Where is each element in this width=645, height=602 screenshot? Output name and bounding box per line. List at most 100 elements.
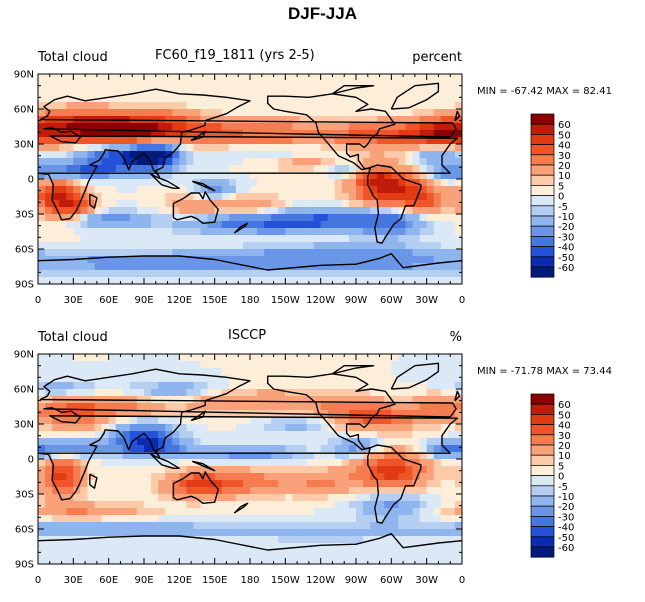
field-cell [158,522,166,530]
field-cell [52,438,60,446]
field-cell [299,396,307,404]
field-cell [66,382,74,390]
field-cell [306,179,314,187]
field-cell [101,123,110,131]
field-cell [221,235,230,243]
field-cell [391,417,399,425]
field-cell [299,235,307,243]
field-cell [179,410,187,418]
field-cell [172,74,180,82]
field-cell [136,137,145,145]
field-cell [186,228,194,236]
field-cell [235,445,244,453]
field-cell [122,529,131,537]
field-cell [264,494,272,502]
field-cell [348,466,357,474]
field-cell [207,95,216,103]
field-cell [136,242,145,250]
field-cell [377,445,385,453]
field-cell [257,354,265,362]
field-cell [299,88,307,96]
field-cell [108,417,117,425]
field-cell [440,431,449,439]
panel-units-label: % [449,330,462,345]
field-cell [299,221,307,229]
field-cell [193,235,201,243]
colorbar-label: 20 [558,161,571,172]
field-cell [250,158,258,166]
field-cell [250,522,258,530]
field-cell [334,529,343,537]
field-cell [398,186,406,194]
field-cell [398,179,406,187]
field-cell [45,375,53,383]
field-cell [285,158,293,166]
field-cell [45,403,53,411]
field-cell [52,263,60,271]
field-cell [73,431,81,439]
field-cell [264,522,272,530]
field-cell [356,235,364,243]
field-cell [356,74,364,82]
field-cell [334,214,343,222]
field-cell [398,221,406,229]
field-cell [391,445,399,453]
field-cell [398,109,406,117]
field-cell [412,221,420,229]
field-cell [66,81,74,89]
field-cell [200,480,208,488]
field-cell [101,501,110,509]
field-cell [426,109,435,117]
field-cell [285,389,293,397]
field-cell [356,403,364,411]
field-cell [101,235,110,243]
field-cell [59,88,67,96]
field-cell [52,501,60,509]
coastline [454,110,461,122]
field-cell [122,130,131,138]
field-cell [179,151,187,159]
field-cell [320,221,329,229]
field-cell [426,382,435,390]
field-cell [87,543,95,551]
field-cell [172,508,180,516]
field-cell [108,249,117,257]
field-cell [221,88,230,96]
x-tick-label: 60E [99,295,118,306]
field-cell [80,438,88,446]
field-cell [101,368,110,376]
field-cell [179,179,187,187]
field-cell [45,508,53,516]
field-cell [115,74,124,82]
field-cell [158,417,166,425]
field-cell [38,424,46,432]
field-cell [122,193,131,201]
field-cell [384,417,392,425]
field-cell [363,354,371,362]
field-cell [454,95,462,103]
field-cell [165,382,173,390]
field-cell [440,277,449,284]
y-tick-label: 90N [14,350,34,361]
field-cell [193,466,201,474]
field-cell [80,431,88,439]
field-cell [313,431,322,439]
field-cell [398,116,406,124]
field-cell [433,410,442,418]
field-cell [101,221,110,229]
field-cell [313,179,322,187]
field-cell [122,151,131,159]
coastline [332,85,375,95]
field-cell [363,536,371,544]
field-cell [186,242,194,250]
field-cell [122,459,131,467]
field-cell [59,508,67,516]
field-cell [419,382,428,390]
field-cell [151,522,159,530]
field-cell [363,109,371,117]
field-cell [454,417,462,425]
field-cell [334,424,343,432]
field-cell [200,151,208,159]
field-cell [405,277,413,284]
field-cell [235,179,244,187]
